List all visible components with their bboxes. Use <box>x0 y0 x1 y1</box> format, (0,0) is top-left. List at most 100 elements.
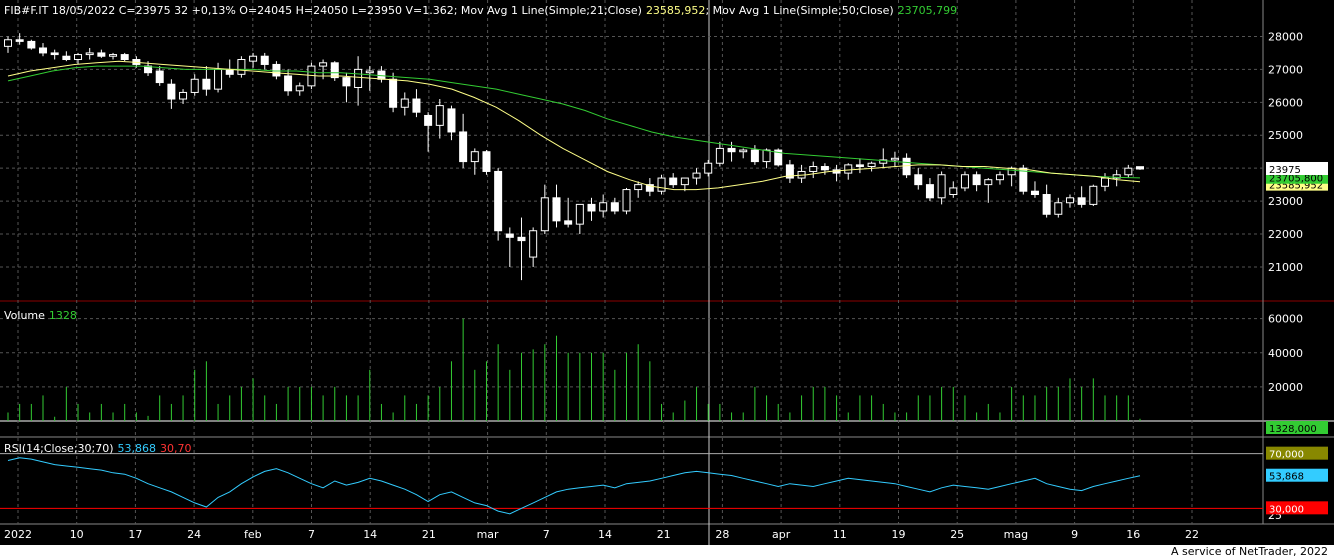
candle-body <box>459 131 468 163</box>
candle-body <box>855 164 864 168</box>
candle-body <box>435 105 444 126</box>
candle-body <box>984 179 993 186</box>
candle-body <box>949 187 958 196</box>
last-close-tag: 23975 <box>1269 165 1301 176</box>
candle-body <box>470 151 479 163</box>
volume-tick-label: 40000 <box>1268 347 1303 360</box>
candle-body <box>97 52 106 57</box>
candle-body <box>867 162 876 168</box>
x-tick-label: 9 <box>1071 528 1078 541</box>
candle-body <box>1100 177 1109 187</box>
candle-body <box>1042 194 1051 215</box>
candle-body <box>972 174 981 186</box>
candle-body <box>1019 167 1028 192</box>
candle-body <box>1065 197 1074 204</box>
volume-label: Volume <box>4 309 45 322</box>
candle-body <box>1089 185 1098 205</box>
candle-body <box>74 54 83 61</box>
volume-tick-label: 60000 <box>1268 313 1303 326</box>
stock-chart: 2100022000230002400025000260002700028000… <box>0 0 1334 545</box>
candle-body <box>365 70 374 74</box>
candle-body <box>739 149 748 153</box>
volume-header: Volume 1328 <box>4 309 77 322</box>
rsi-30-tag-bg <box>1266 501 1328 515</box>
x-tick-label: 16 <box>1126 528 1140 541</box>
candle-body <box>1112 174 1121 179</box>
candle-body <box>750 149 759 163</box>
grid <box>0 0 1263 524</box>
x-axis-ticks: 2022 10 17 24 feb 7 14 21 mar 7 14 21 28 apr 11 19 25 mag… <box>4 528 1199 541</box>
candle-body <box>622 189 631 212</box>
candle-body <box>1124 167 1133 176</box>
candles <box>3 33 1145 281</box>
candle-body <box>902 157 911 176</box>
candle-body <box>610 202 619 212</box>
x-tick-label: 22 <box>1185 528 1199 541</box>
volume-last-tag-bg <box>1266 421 1328 434</box>
candle-body <box>645 184 654 192</box>
candle-body <box>249 55 258 62</box>
candle-body <box>552 197 561 222</box>
candle-body <box>354 68 363 88</box>
footer: A service of NetTrader, 2022 <box>0 545 1334 559</box>
rsi-label: RSI(14;Close;30;70) <box>4 442 114 455</box>
x-tick-label: 2022 <box>4 528 32 541</box>
price-tick-label: 21000 <box>1268 261 1303 274</box>
x-tick-label: 21 <box>422 528 436 541</box>
candle-body <box>85 52 94 56</box>
rsi-last-tag-bg <box>1266 468 1328 482</box>
candle-body <box>179 91 188 100</box>
candle-body <box>494 170 503 232</box>
candle-body <box>774 149 783 166</box>
candle-body <box>914 174 923 186</box>
x-tick-label: 7 <box>308 528 315 541</box>
candle-body <box>1077 197 1086 205</box>
candle-body <box>202 78 211 90</box>
candle-body <box>587 203 596 212</box>
ma50-tag: 23705,800 <box>1269 174 1323 185</box>
candle-body <box>995 174 1004 181</box>
x-tick-label: 24 <box>187 528 201 541</box>
candle-body <box>155 70 164 84</box>
candle-body <box>890 157 899 161</box>
candle-body <box>167 83 176 100</box>
candle-body <box>960 174 969 189</box>
candle-body <box>820 166 829 171</box>
x-tick-label: 14 <box>598 528 612 541</box>
x-tick-label: mag <box>1004 528 1028 541</box>
candle-body <box>669 177 678 186</box>
candle-body <box>599 202 608 212</box>
candle-body <box>424 114 433 126</box>
footer-credit: A service of NetTrader, 2022 <box>1171 545 1328 558</box>
rsi-value: 53,868 <box>118 442 157 455</box>
x-tick-label: 19 <box>892 528 906 541</box>
candle-body <box>342 77 351 87</box>
price-tick-label: 25000 <box>1268 129 1303 142</box>
candle-body <box>844 164 853 174</box>
candle-body <box>389 78 398 108</box>
rsi-header: RSI(14;Close;30;70) 53,868 30,70 <box>4 442 192 455</box>
candle-body <box>575 203 584 225</box>
candle-body <box>1135 166 1145 170</box>
x-tick-label: 10 <box>70 528 84 541</box>
candle-body <box>330 62 339 79</box>
rsi-70-tag: 70,000 <box>1269 450 1304 461</box>
volume-last-tag: 1328,000 <box>1269 424 1317 435</box>
candle-body <box>482 151 491 172</box>
x-tick-label: 28 <box>715 528 729 541</box>
x-tick-label: mar <box>477 528 499 541</box>
symbol-info: FIB#F.IT 18/05/2022 C=23975 32 +0,13% O=… <box>4 4 642 17</box>
ma50-label: ; Mov Avg 1 Line(Simple;50;Close) <box>705 4 893 17</box>
candle-body <box>517 236 526 242</box>
chart-header: FIB#F.IT 18/05/2022 C=23975 32 +0,13% O=… <box>4 4 957 17</box>
candle-body <box>727 147 736 153</box>
candle-body <box>295 85 304 92</box>
candle-body <box>657 177 666 192</box>
candle-body <box>692 172 701 179</box>
price-tick-label: 23000 <box>1268 195 1303 208</box>
candle-body <box>785 164 794 179</box>
ma21-tag: 23585,952 <box>1269 181 1323 192</box>
x-tick-label: 7 <box>543 528 550 541</box>
price-tick-label: 22000 <box>1268 228 1303 241</box>
volume-tick-label: 20000 <box>1268 381 1303 394</box>
